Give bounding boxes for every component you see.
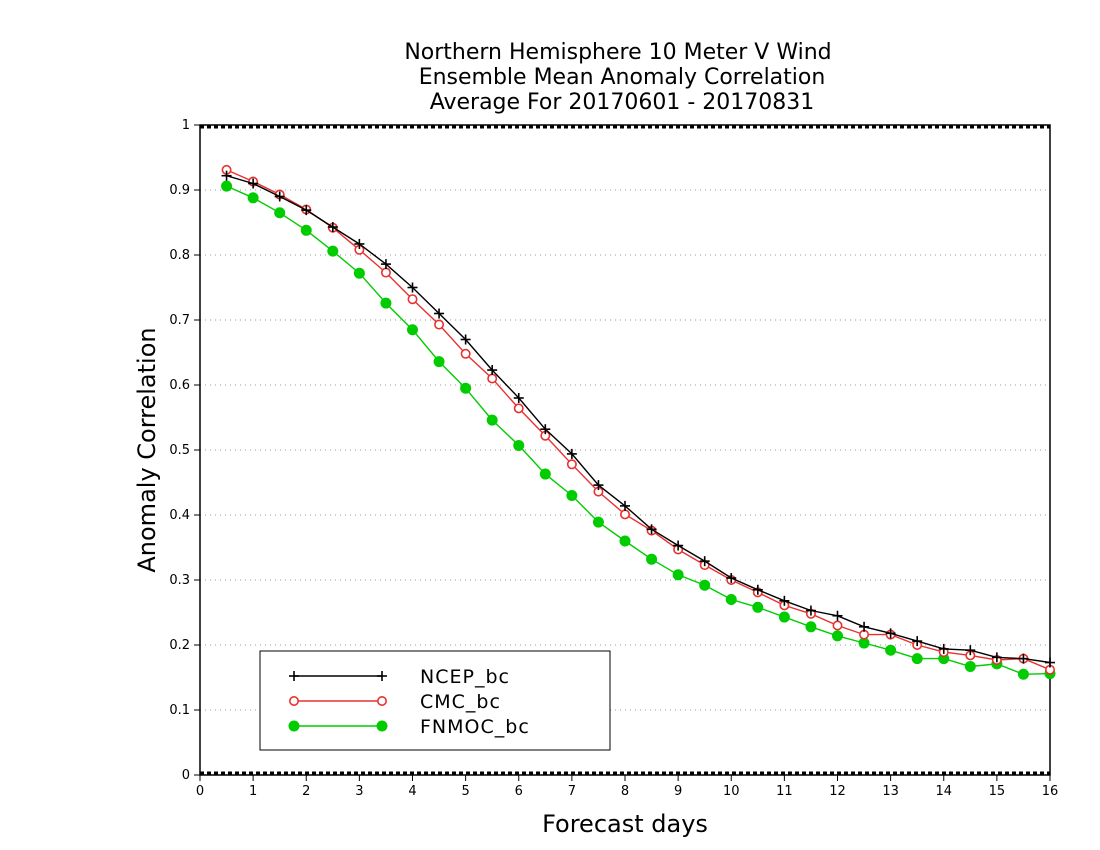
data-point-circle [513, 403, 524, 414]
data-point-dot [460, 382, 472, 394]
y-tick-label: 0.4 [169, 508, 190, 523]
data-point-dot [911, 653, 923, 665]
data-point-dot [805, 621, 817, 633]
data-point-dot [407, 324, 418, 336]
data-point-dot [486, 414, 498, 426]
data-point-circle [487, 373, 498, 384]
y-tick-label: 0.7 [169, 313, 190, 328]
legend-label: NCEP_bc [420, 666, 510, 688]
series-line [226, 185, 1051, 676]
data-point-dot [513, 439, 525, 451]
title-line-3: Average For 20170601 - 20170831 [430, 90, 815, 115]
data-point-circle [460, 348, 471, 359]
plot-series [221, 164, 1056, 680]
data-point-dot [288, 720, 300, 732]
x-tick-label: 15 [989, 784, 1006, 799]
data-point-dot [832, 630, 843, 642]
grid-lines [200, 189, 1050, 711]
x-tick-label: 5 [461, 784, 469, 799]
x-tick-label: 1 [249, 784, 257, 799]
x-tick-label: 6 [515, 784, 523, 799]
axes: 00.10.20.30.40.50.60.70.80.910 1 2 3 4 5 6 7 8 9 1… [169, 118, 1058, 799]
data-point-dot [274, 207, 286, 219]
x-tick-label: 12 [829, 784, 846, 799]
y-tick-label: 0.9 [169, 183, 190, 198]
data-point-dot [778, 611, 790, 623]
y-tick-label: 0.8 [169, 248, 190, 263]
legend-item: NCEP_bc [289, 666, 510, 688]
legend-item: FNMOC_bc [288, 716, 530, 738]
data-point-dot [964, 660, 976, 672]
data-point-dot [247, 192, 259, 204]
chart-title: Northern Hemisphere 10 Meter V Wind Ense… [404, 40, 831, 115]
x-tick-label: 7 [568, 784, 576, 799]
title-line-2: Ensemble Mean Anomaly Correlation [419, 65, 826, 90]
y-tick-label: 0.1 [169, 703, 190, 718]
data-point-dot [725, 594, 737, 605]
data-point-dot [221, 180, 233, 192]
y-tick-label: 0.5 [169, 443, 190, 458]
series-line [226, 175, 1051, 664]
data-point-circle [832, 620, 843, 631]
data-point-dot [353, 267, 365, 279]
y-tick-label: 0.6 [169, 378, 190, 393]
x-tick-label: 0 [196, 784, 204, 799]
data-point-dot [592, 516, 604, 528]
series-CMC_bc [221, 164, 1056, 675]
data-point-circle [619, 509, 630, 520]
y-axis-title: Anomaly Correlation [133, 327, 161, 572]
y-tick-label: 0 [182, 768, 190, 783]
x-tick-label: 4 [408, 784, 416, 799]
x-tick-label: 8 [621, 784, 629, 799]
data-point-circle [434, 319, 445, 330]
x-tick-label: 11 [776, 784, 793, 799]
y-tick-label: 0.2 [169, 638, 190, 653]
y-tick-label: 0.3 [169, 573, 190, 588]
series-NCEP_bc [221, 170, 1055, 668]
x-tick-label: 9 [674, 784, 682, 799]
data-point-dot [885, 644, 897, 656]
x-tick-label: 10 [723, 784, 740, 799]
x-tick-label: 16 [1042, 784, 1059, 799]
x-tick-label: 14 [935, 784, 952, 799]
data-point-circle [380, 267, 391, 278]
data-point-dot [380, 297, 392, 309]
data-point-dot [619, 535, 631, 547]
x-tick-label: 2 [302, 784, 310, 799]
legend-label: CMC_bc [420, 691, 501, 713]
data-point-dot [433, 356, 445, 368]
data-point-dot [646, 553, 658, 565]
data-point-dot [566, 490, 578, 501]
data-point-dot [1017, 668, 1029, 680]
x-tick-label: 3 [355, 784, 363, 799]
data-point-dot [327, 245, 339, 257]
legend-label: FNMOC_bc [420, 716, 530, 738]
data-point-dot [300, 224, 312, 236]
data-point-circle [407, 294, 418, 305]
title-line-1: Northern Hemisphere 10 Meter V Wind [404, 40, 831, 65]
x-tick-label: 13 [882, 784, 899, 799]
series-FNMOC_bc [221, 180, 1056, 680]
series-line [226, 169, 1051, 671]
data-point-circle [566, 459, 577, 470]
data-point-dot [539, 468, 551, 480]
legend-item: CMC_bc [288, 691, 501, 713]
data-point-circle [288, 695, 299, 706]
data-point-dot [672, 569, 684, 581]
data-point-circle [376, 695, 387, 706]
data-point-dot [376, 720, 388, 732]
y-tick-label: 1 [182, 118, 190, 133]
legend: NCEP_bc CMC_bc FNMOC_bc [259, 650, 611, 751]
data-point-dot [699, 579, 711, 591]
x-axis-title: Forecast days [542, 810, 708, 838]
data-point-dot [752, 601, 764, 613]
